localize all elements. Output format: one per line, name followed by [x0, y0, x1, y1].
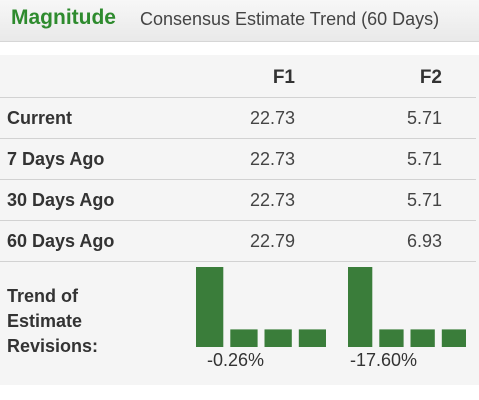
- f1-value: 22.79: [249, 231, 295, 251]
- table-row: 7 Days Ago 22.73 5.71: [0, 138, 476, 179]
- trend-row: Trend of Estimate Revisions: -0.26% -17.…: [0, 261, 476, 385]
- table-row: 30 Days Ago 22.73 5.71: [0, 179, 476, 220]
- row-label: 7 Days Ago: [7, 149, 105, 169]
- trend-label-line: Trend of: [7, 286, 78, 306]
- table-header-row: F1 F2: [0, 55, 476, 97]
- f2-change-percent: -17.60%: [350, 350, 418, 370]
- f2-value: 6.93: [406, 231, 442, 251]
- trend-label: Trend of Estimate Revisions:: [7, 284, 167, 359]
- f2-value: 5.71: [406, 149, 442, 169]
- f2-revision-svg: [348, 267, 466, 347]
- column-header-f2: F2: [419, 67, 442, 88]
- trend-label-line: Revisions:: [7, 336, 99, 356]
- column-header-f1: F1: [272, 67, 295, 88]
- f1-revision-chart: [196, 267, 326, 347]
- row-label: Current: [7, 108, 73, 128]
- f1-revision-svg: [196, 267, 326, 347]
- widget-header: Magnitude Consensus Estimate Trend (60 D…: [0, 0, 479, 42]
- widget-subtitle: Consensus Estimate Trend (60 Days): [140, 9, 440, 29]
- estimate-trend-table: F1 F2 Current 22.73 5.71 7 Days Ago 22.7…: [0, 55, 479, 385]
- f1-value: 22.73: [249, 108, 295, 128]
- f1-change-percent: -0.26%: [207, 350, 265, 370]
- f1-revision-bar: [264, 329, 292, 347]
- f2-revision-bar: [410, 329, 435, 347]
- f2-revision-chart: [348, 267, 466, 347]
- f2-revision-bar: [348, 267, 373, 347]
- f1-revision-bar: [230, 329, 258, 347]
- row-label: 60 Days Ago: [7, 231, 115, 251]
- f2-revision-bar: [379, 329, 404, 347]
- table-row: Current 22.73 5.71: [0, 97, 476, 138]
- brand-title: Magnitude: [11, 6, 116, 29]
- f1-value: 22.73: [249, 149, 295, 169]
- f1-revision-bar: [298, 329, 326, 347]
- f2-value: 5.71: [406, 108, 442, 128]
- f1-revision-bar: [196, 267, 224, 347]
- f2-revision-bar: [441, 329, 466, 347]
- row-label: 30 Days Ago: [7, 190, 115, 210]
- trend-label-line: Estimate: [7, 311, 83, 331]
- table-row: 60 Days Ago 22.79 6.93: [0, 220, 476, 261]
- f1-value: 22.73: [249, 190, 295, 210]
- f2-value: 5.71: [406, 190, 442, 210]
